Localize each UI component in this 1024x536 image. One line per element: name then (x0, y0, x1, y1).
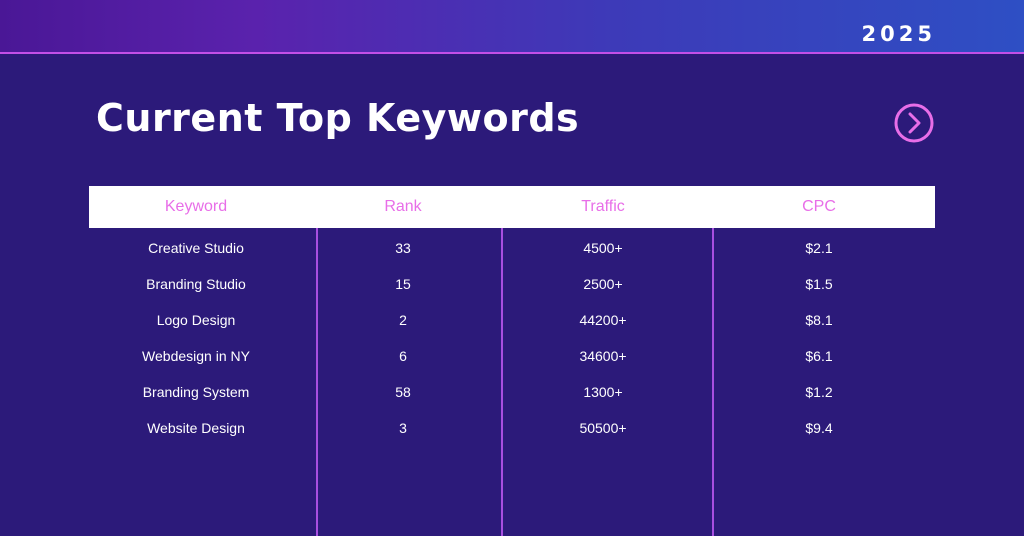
column-header-cpc: CPC (802, 198, 836, 215)
column-header-rank: Rank (384, 198, 422, 215)
year-label: 2025 (861, 22, 936, 46)
cell-cpc: $9.4 (805, 420, 833, 436)
cell-cpc: $1.5 (805, 276, 833, 292)
cell-keyword: Webdesign in NY (142, 348, 250, 364)
cell-traffic: 2500+ (583, 276, 623, 292)
next-button[interactable] (894, 103, 934, 143)
cell-cpc: $2.1 (805, 240, 833, 256)
table-row: Creative Studio 33 4500+ $2.1 (89, 230, 935, 266)
cell-traffic: 34600+ (579, 348, 627, 364)
table-header: Keyword Rank Traffic CPC (89, 186, 935, 228)
cell-cpc: $6.1 (805, 348, 833, 364)
column-header-traffic: Traffic (581, 198, 625, 215)
table-row: Branding Studio 15 2500+ $1.5 (89, 266, 935, 302)
column-divider (501, 228, 503, 536)
table-row: Branding System 58 1300+ $1.2 (89, 374, 935, 410)
table-row: Website Design 3 50500+ $9.4 (89, 410, 935, 446)
cell-keyword: Creative Studio (148, 240, 244, 256)
cell-cpc: $1.2 (805, 384, 833, 400)
cell-traffic: 4500+ (583, 240, 623, 256)
chevron-right-circle-icon (894, 103, 934, 143)
column-divider (712, 228, 714, 536)
cell-keyword: Branding Studio (146, 276, 246, 292)
cell-rank: 3 (399, 420, 407, 436)
cell-rank: 2 (399, 312, 407, 328)
cell-cpc: $8.1 (805, 312, 833, 328)
cell-keyword: Branding System (142, 384, 250, 400)
cell-rank: 6 (399, 348, 407, 364)
table-row: Webdesign in NY 6 34600+ $6.1 (89, 338, 935, 374)
column-header-keyword: Keyword (164, 198, 228, 215)
column-divider (316, 228, 318, 536)
cell-traffic: 50500+ (579, 420, 627, 436)
cell-keyword: Logo Design (156, 312, 236, 328)
table-body: Creative Studio 33 4500+ $2.1 Branding S… (89, 230, 935, 446)
cell-traffic: 1300+ (583, 384, 623, 400)
page-title: Current Top Keywords (96, 96, 580, 140)
cell-traffic: 44200+ (579, 312, 627, 328)
top-banner: 2025 (0, 0, 1024, 54)
cell-rank: 58 (395, 384, 411, 400)
cell-keyword: Website Design (147, 420, 245, 436)
table-row: Logo Design 2 44200+ $8.1 (89, 302, 935, 338)
cell-rank: 15 (395, 276, 411, 292)
cell-rank: 33 (395, 240, 411, 256)
